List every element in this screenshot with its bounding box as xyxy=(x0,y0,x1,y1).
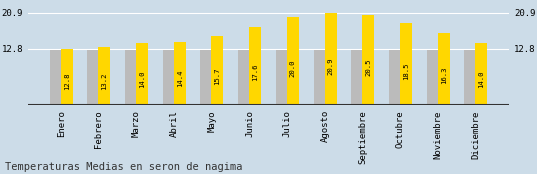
Bar xyxy=(98,47,111,105)
Bar xyxy=(314,50,325,105)
Text: 20.9: 20.9 xyxy=(328,58,333,75)
Bar xyxy=(136,43,148,105)
Bar xyxy=(324,13,337,105)
Bar xyxy=(426,50,439,105)
Bar xyxy=(125,50,137,105)
Bar xyxy=(174,42,186,105)
Text: Temperaturas Medias en seron de nagima: Temperaturas Medias en seron de nagima xyxy=(5,162,243,172)
Text: 13.2: 13.2 xyxy=(101,72,107,90)
Text: 14.0: 14.0 xyxy=(139,70,145,88)
Bar xyxy=(88,50,99,105)
Bar xyxy=(276,50,288,105)
Text: 20.0: 20.0 xyxy=(290,59,296,77)
Text: 15.7: 15.7 xyxy=(214,67,221,85)
Bar xyxy=(200,50,213,105)
Text: 14.4: 14.4 xyxy=(177,70,183,87)
Text: 20.5: 20.5 xyxy=(365,58,371,76)
Bar xyxy=(438,33,449,105)
Bar xyxy=(61,49,72,105)
Bar xyxy=(389,50,401,105)
Bar xyxy=(475,43,488,105)
Bar xyxy=(49,50,62,105)
Bar xyxy=(351,50,363,105)
Bar xyxy=(249,27,261,105)
Text: 17.6: 17.6 xyxy=(252,64,258,81)
Text: 16.3: 16.3 xyxy=(441,66,447,84)
Bar xyxy=(400,23,412,105)
Bar xyxy=(212,36,223,105)
Bar xyxy=(163,50,175,105)
Bar xyxy=(238,50,250,105)
Text: 18.5: 18.5 xyxy=(403,62,409,80)
Text: 14.0: 14.0 xyxy=(478,70,484,88)
Bar xyxy=(287,17,299,105)
Bar xyxy=(465,50,476,105)
Bar xyxy=(362,15,374,105)
Text: 12.8: 12.8 xyxy=(64,73,70,90)
